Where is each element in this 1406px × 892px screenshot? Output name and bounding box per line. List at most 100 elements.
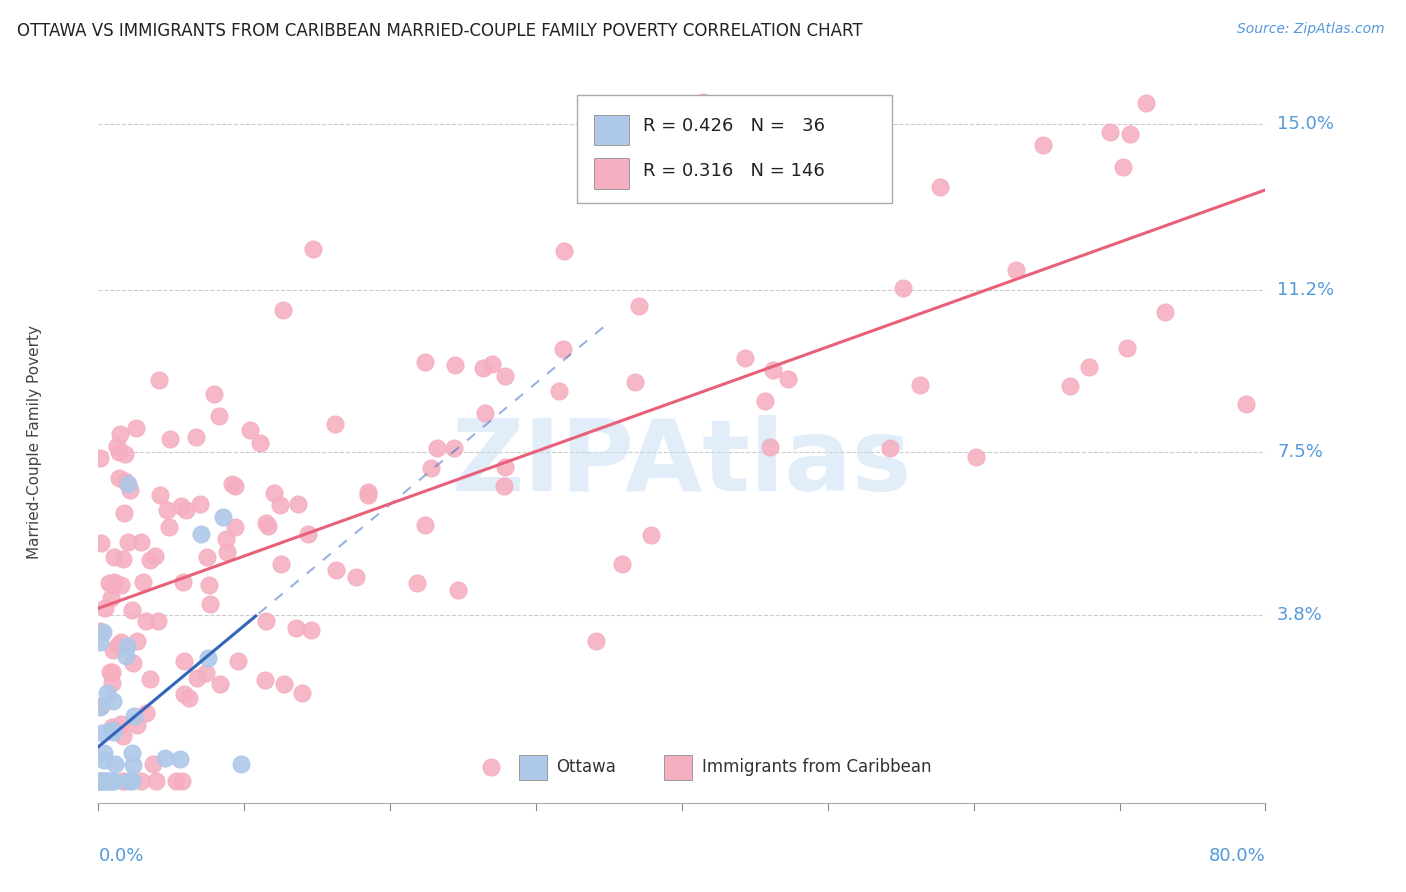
Point <box>110 578 132 592</box>
Point <box>117 639 139 653</box>
Point <box>105 439 128 453</box>
Point <box>413 517 436 532</box>
Point <box>148 373 170 387</box>
Text: Ottawa: Ottawa <box>555 758 616 776</box>
Point <box>132 575 155 590</box>
Point <box>494 479 516 493</box>
Point <box>494 368 516 383</box>
Point <box>149 488 172 502</box>
Point <box>159 432 181 446</box>
Point <box>143 549 166 563</box>
Point <box>910 378 932 392</box>
Point <box>101 694 124 708</box>
Point <box>891 281 914 295</box>
Point <box>214 532 236 546</box>
Point <box>125 633 148 648</box>
Point <box>1004 263 1026 277</box>
Point <box>100 578 122 592</box>
Point <box>179 691 201 706</box>
Point <box>89 773 111 788</box>
Point <box>112 551 135 566</box>
Point <box>165 773 187 788</box>
Point <box>100 720 122 734</box>
Point <box>273 677 295 691</box>
Point <box>87 773 110 788</box>
Point <box>93 753 115 767</box>
Point <box>125 718 148 732</box>
Point <box>112 773 135 788</box>
Point <box>208 409 231 423</box>
Point <box>269 498 291 512</box>
Point <box>100 665 122 679</box>
Point <box>97 773 120 788</box>
Point <box>188 497 211 511</box>
Text: R = 0.426   N =   36: R = 0.426 N = 36 <box>644 117 825 135</box>
Point <box>186 430 208 444</box>
Point <box>254 614 277 628</box>
Point <box>444 358 467 372</box>
Point <box>90 536 112 550</box>
Point <box>1118 127 1140 141</box>
Point <box>1115 341 1137 355</box>
Point <box>302 242 325 256</box>
Point <box>759 440 782 454</box>
Point <box>122 757 145 772</box>
Point <box>285 621 308 635</box>
Point <box>1078 360 1101 375</box>
Point <box>111 729 134 743</box>
Point <box>101 723 124 738</box>
Point <box>553 244 575 258</box>
Point <box>142 757 165 772</box>
Point <box>100 591 122 605</box>
Point <box>121 746 143 760</box>
Point <box>135 706 157 720</box>
Point <box>231 757 253 772</box>
Point <box>103 643 125 657</box>
Point <box>287 497 309 511</box>
FancyBboxPatch shape <box>595 115 630 145</box>
Point <box>118 483 141 498</box>
Point <box>93 746 115 760</box>
Point <box>291 686 314 700</box>
Point <box>93 773 115 788</box>
Point <box>198 597 221 611</box>
Point <box>734 351 756 365</box>
Point <box>197 650 219 665</box>
Point <box>224 479 246 493</box>
Point <box>446 582 468 597</box>
Point <box>226 654 249 668</box>
Point <box>553 342 575 356</box>
Point <box>323 417 346 432</box>
Point <box>356 488 378 502</box>
Point <box>415 355 437 369</box>
Text: 0.0%: 0.0% <box>98 847 143 864</box>
Point <box>170 773 193 788</box>
Point <box>121 773 143 788</box>
Point <box>98 575 121 590</box>
Point <box>114 447 136 461</box>
Point <box>297 527 319 541</box>
FancyBboxPatch shape <box>519 756 547 780</box>
Text: Immigrants from Caribbean: Immigrants from Caribbean <box>702 758 931 776</box>
Point <box>1032 137 1054 152</box>
Point <box>96 686 118 700</box>
Point <box>121 657 143 671</box>
Point <box>254 673 277 688</box>
Point <box>224 520 246 534</box>
Point <box>169 752 191 766</box>
Point <box>172 574 194 589</box>
Point <box>91 625 114 640</box>
Point <box>547 384 569 398</box>
Point <box>1112 160 1135 174</box>
Point <box>112 773 135 788</box>
FancyBboxPatch shape <box>576 95 891 203</box>
Point <box>135 615 157 629</box>
Point <box>129 535 152 549</box>
Point <box>94 601 117 615</box>
Point <box>117 476 139 491</box>
Point <box>325 563 347 577</box>
Point <box>98 665 121 679</box>
Point <box>121 602 143 616</box>
Point <box>202 386 225 401</box>
Point <box>198 577 221 591</box>
